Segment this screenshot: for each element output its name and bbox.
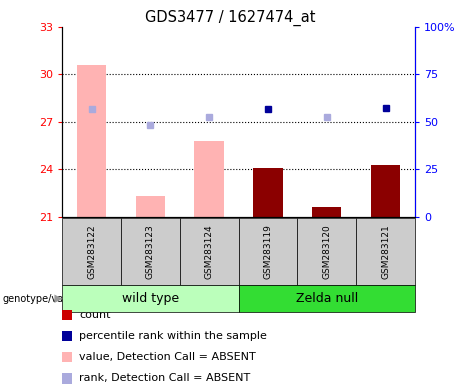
Text: count: count (79, 310, 111, 320)
Text: Zelda null: Zelda null (296, 292, 358, 305)
Bar (136, 196, 165, 217)
Text: GSM283122: GSM283122 (87, 224, 96, 279)
Text: rank, Detection Call = ABSENT: rank, Detection Call = ABSENT (79, 373, 250, 383)
Text: genotype/variation: genotype/variation (2, 294, 95, 304)
Text: GSM283120: GSM283120 (322, 224, 331, 279)
Text: value, Detection Call = ABSENT: value, Detection Call = ABSENT (79, 352, 256, 362)
Text: GSM283121: GSM283121 (381, 224, 390, 279)
Bar (312, 207, 342, 217)
Bar (253, 168, 283, 217)
Text: GSM283124: GSM283124 (205, 224, 214, 279)
Text: wild type: wild type (122, 292, 179, 305)
Bar (371, 165, 400, 217)
Bar (77, 65, 106, 217)
Text: GDS3477 / 1627474_at: GDS3477 / 1627474_at (145, 10, 316, 26)
Text: percentile rank within the sample: percentile rank within the sample (79, 331, 267, 341)
Text: GSM283123: GSM283123 (146, 224, 155, 279)
Text: GSM283119: GSM283119 (263, 224, 272, 279)
Bar (195, 141, 224, 217)
